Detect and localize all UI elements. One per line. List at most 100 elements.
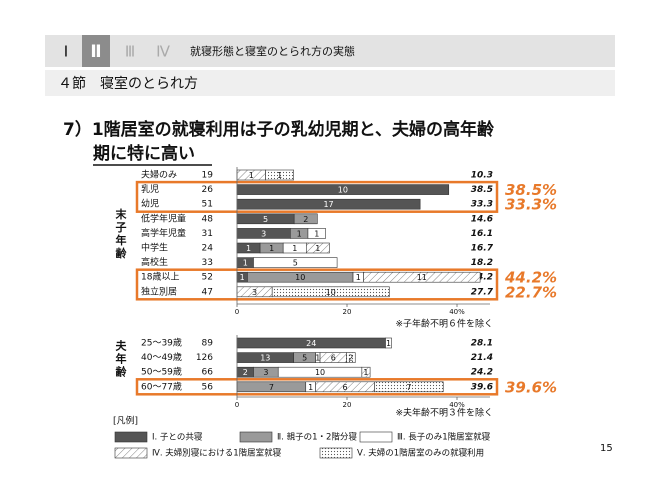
slide-title: 7）1階居室の就寝利用は子の乳幼児期と、夫婦の高年齢 [63, 119, 495, 140]
category-label: 夫婦のみ [141, 169, 177, 181]
count-label: 1 [249, 171, 254, 180]
bar-segment [271, 286, 390, 298]
y-axis-title: 夫年齢 [114, 339, 127, 379]
category-label: 25〜39歳 [141, 337, 182, 349]
bar-segment [293, 213, 318, 225]
bar-segment [265, 169, 294, 181]
count-label: 2 [243, 368, 248, 377]
legend-title: [凡例] [113, 415, 138, 427]
bar-segment [363, 271, 481, 283]
legend-label: Ⅳ. 夫婦別寝における1階居室就寝 [152, 448, 282, 459]
legend-label: Ⅴ. 夫婦の1階居室のみの就寝利用 [357, 448, 484, 459]
legend-swatch [114, 431, 148, 443]
n-label: 31 [202, 229, 213, 239]
category-label: 中学生 [141, 242, 168, 254]
legend-swatch [359, 431, 393, 443]
count-label: 1 [269, 244, 274, 253]
count-label: 2 [303, 215, 308, 224]
highlight-box [135, 378, 499, 396]
category-label: 高学年児童 [141, 227, 186, 239]
total-label: 44.2 [470, 273, 493, 283]
highlight-label: 44.2% [504, 269, 557, 287]
n-label: 24 [202, 244, 214, 254]
count-label: 1 [386, 339, 391, 348]
total-label: 14.6 [471, 214, 493, 224]
count-label: 7 [269, 383, 274, 392]
n-label: 48 [202, 214, 214, 224]
header-band [45, 35, 615, 67]
chapter-title: 就寝形態と寝室のとられ方の実態 [190, 44, 355, 58]
bar-segment [374, 381, 444, 393]
count-label: 1 [308, 383, 313, 392]
total-label: 16.1 [471, 229, 493, 239]
total-label: 18.2 [471, 258, 493, 268]
count-label: 3 [263, 368, 268, 377]
total-label: 39.6 [471, 382, 493, 392]
total-label: 16.7 [471, 244, 494, 254]
n-label: 56 [202, 382, 214, 392]
count-label: 3 [252, 288, 257, 297]
category-label: 幼児 [141, 198, 159, 210]
x-tick-label: 0 [235, 308, 239, 316]
total-label: 24.2 [471, 368, 493, 378]
category-label: 高校生 [141, 256, 168, 268]
count-label: 5 [302, 354, 307, 363]
n-label: 66 [202, 368, 214, 378]
bar-segment [361, 366, 371, 378]
n-label: 52 [202, 273, 213, 283]
count-label: 6 [331, 354, 336, 363]
count-label: 1 [315, 244, 320, 253]
highlight-label: 22.7% [505, 283, 557, 301]
count-label: 1 [315, 354, 320, 363]
note: ※子年齢不明６件を除く [395, 318, 493, 330]
legend-swatch [319, 447, 353, 459]
count-label: 13 [260, 354, 270, 363]
total-label: 21.4 [471, 353, 493, 363]
legend-swatch [114, 447, 148, 459]
count-label: 10 [338, 186, 348, 195]
n-label: 126 [196, 353, 213, 363]
note: ※夫年齢不明３件を除く [395, 407, 493, 419]
category-label: 18歳以上 [141, 271, 179, 283]
x-tick-label: 40% [449, 401, 465, 409]
count-label: 17 [323, 200, 333, 209]
count-label: 10 [326, 288, 336, 297]
section-band [45, 70, 615, 96]
numeral: Ⅰ [64, 43, 68, 61]
x-tick-label: 20 [343, 401, 352, 409]
count-label: 5 [293, 259, 298, 268]
count-label: 11 [417, 273, 427, 282]
count-label: 1 [292, 244, 297, 253]
bar-segment [346, 352, 356, 363]
highlight-label: 33.3% [505, 196, 557, 214]
page-number: 15 [600, 443, 613, 454]
y-axis-title: 末子年齢 [114, 207, 128, 260]
x-tick-label: 40% [449, 308, 465, 316]
category-label: 乳児 [141, 183, 159, 195]
legend-swatch [239, 431, 273, 443]
numeral: Ⅲ [125, 43, 135, 61]
x-tick-label: 20 [343, 308, 352, 316]
count-label: 1 [240, 273, 245, 282]
n-label: 33 [202, 258, 213, 268]
count-label: 1 [356, 273, 361, 282]
count-label: 10 [315, 368, 325, 377]
header-active-tab [82, 35, 110, 67]
slide-title: 期に特に高い [93, 143, 195, 164]
section-title: ４節 寝室のとられ方 [58, 75, 198, 92]
count-label: 24 [306, 339, 316, 348]
bar-segment [307, 228, 326, 239]
category-label: 独立別居 [141, 285, 177, 297]
n-label: 47 [202, 287, 213, 297]
highlight-label: 38.5% [505, 181, 557, 199]
category-label: 40〜49歳 [141, 351, 182, 363]
total-label: 33.3 [471, 200, 493, 210]
bar-segment [385, 337, 392, 349]
count-label: 3 [261, 229, 266, 238]
count-label: 1 [363, 368, 368, 377]
n-label: 26 [202, 185, 214, 195]
category-label: 50〜59歳 [141, 366, 182, 378]
highlight-box [135, 180, 499, 213]
bar-segment [253, 257, 338, 268]
